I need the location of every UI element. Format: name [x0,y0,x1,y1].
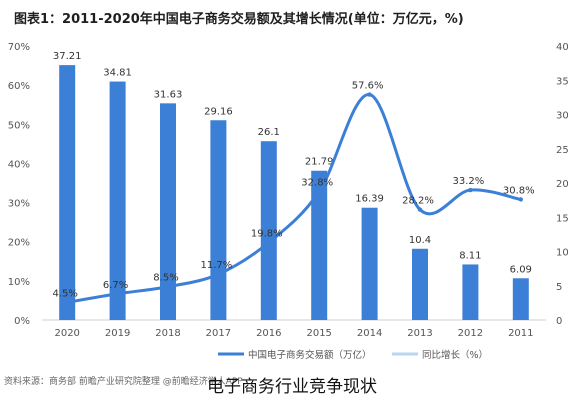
growth-point [317,189,322,194]
x-axis-tick-label: 2012 [458,328,483,339]
growth-value-label: 57.6% [352,81,384,92]
growth-value-label: 8.5% [153,273,178,284]
growth-point [518,197,523,202]
x-axis-tick-label: 2013 [407,328,432,339]
bar [260,141,277,320]
left-axis-tick-label: 0% [14,316,30,327]
left-axis-tick-label: 30% [8,199,30,210]
right-axis-tick-label: 25 [556,145,569,156]
legend: 中国电子商务交易额（万亿） 同比增长（%） [218,349,488,361]
line-series [65,92,523,305]
growth-point [115,291,120,296]
left-axis-tick-label: 40% [8,159,30,170]
legend-label-bar-series: 中国电子商务交易额（万亿） [248,349,372,361]
bar [412,248,428,320]
growth-value-label: 30.8% [503,185,535,196]
legend-label-line-series: 同比增长（%） [422,349,488,361]
growth-point [367,92,372,97]
bar [210,120,227,320]
x-axis-tick-label: 2011 [508,328,533,339]
line-labels: 30.8% 33.2% 28.2% 57.6% 32.8% 19.8% 11.7% 8.5% 6… [52,81,534,300]
left-axis-tick-label: 20% [8,238,30,249]
bar-value-label: 26.1 [258,127,280,138]
bar-value-label: 37.21 [53,51,82,62]
left-axis-tick-label: 50% [8,120,30,131]
bar [160,103,176,320]
x-axis-tick-label: 2018 [155,328,180,339]
bar [59,65,76,320]
growth-value-label: 19.8% [251,228,283,239]
growth-point [216,272,221,277]
right-axis-tick-label: 40 [556,42,569,53]
right-axis-tick-label: 30 [556,111,569,122]
bar-value-label: 34.81 [103,68,132,79]
bar-value-label: 16.39 [355,194,384,205]
bar [361,207,378,320]
growth-point [417,207,423,212]
right-axis-tick-label: 35 [556,76,569,87]
chart-title: 图表1：2011-2020年中国电子商务交易额及其增长情况(单位：万亿元，%) [14,12,464,27]
source-note: 资料来源：商务部 前瞻产业研究院整理 @前瞻经济学人APP [4,377,243,387]
right-axis-tick-label: 15 [556,213,569,224]
bar-value-label: 8.11 [459,250,481,261]
bar [311,170,328,320]
growth-value-label: 32.8% [301,178,333,189]
bar [462,264,479,320]
growth-point [266,240,271,245]
bar-series [59,65,529,320]
x-axis: 2011 2012 2013 2014 2015 2016 2017 2018 2019 2020 [54,328,533,339]
right-axis-tick-label: 10 [556,248,569,259]
x-axis-tick-label: 2015 [306,328,331,339]
growth-point [65,300,70,305]
bar-value-label: 31.63 [154,89,183,100]
right-axis: 0 5 10 15 20 25 30 35 40 [556,42,569,327]
growth-value-label: 11.7% [201,260,233,271]
x-axis-tick-label: 2020 [54,328,79,339]
right-axis-tick-label: 5 [556,282,562,293]
x-axis-tick-label: 2016 [256,328,281,339]
left-axis: 0% 10% 20% 30% 40% 50% 60% 70% [8,42,30,327]
bar-value-label: 6.09 [510,264,532,275]
growth-line [65,93,523,304]
growth-point [468,187,473,193]
left-axis-tick-label: 70% [8,42,30,53]
left-axis-tick-label: 60% [8,81,30,92]
x-axis-tick-label: 2019 [105,328,130,339]
bar-labels: 6.09 8.11 10.4 16.39 21.79 26.1 29.16 31.63 34.8… [53,51,532,275]
bar-value-label: 21.79 [305,157,334,168]
bar-value-label: 29.16 [204,106,233,117]
bar [109,81,126,320]
left-axis-tick-label: 10% [8,277,30,288]
x-axis-tick-label: 2014 [357,328,382,339]
growth-value-label: 4.5% [52,288,77,299]
growth-point [165,284,171,289]
caption: 电子商务行业竞争现状 [207,377,377,397]
growth-value-label: 28.2% [402,196,434,207]
growth-value-label: 33.2% [453,176,485,187]
bar-value-label: 10.4 [409,235,431,246]
x-axis-tick-label: 2017 [206,328,231,339]
growth-value-label: 6.7% [103,280,128,291]
right-axis-tick-label: 0 [556,316,562,327]
right-axis-tick-label: 20 [556,179,569,190]
bar [512,278,529,320]
